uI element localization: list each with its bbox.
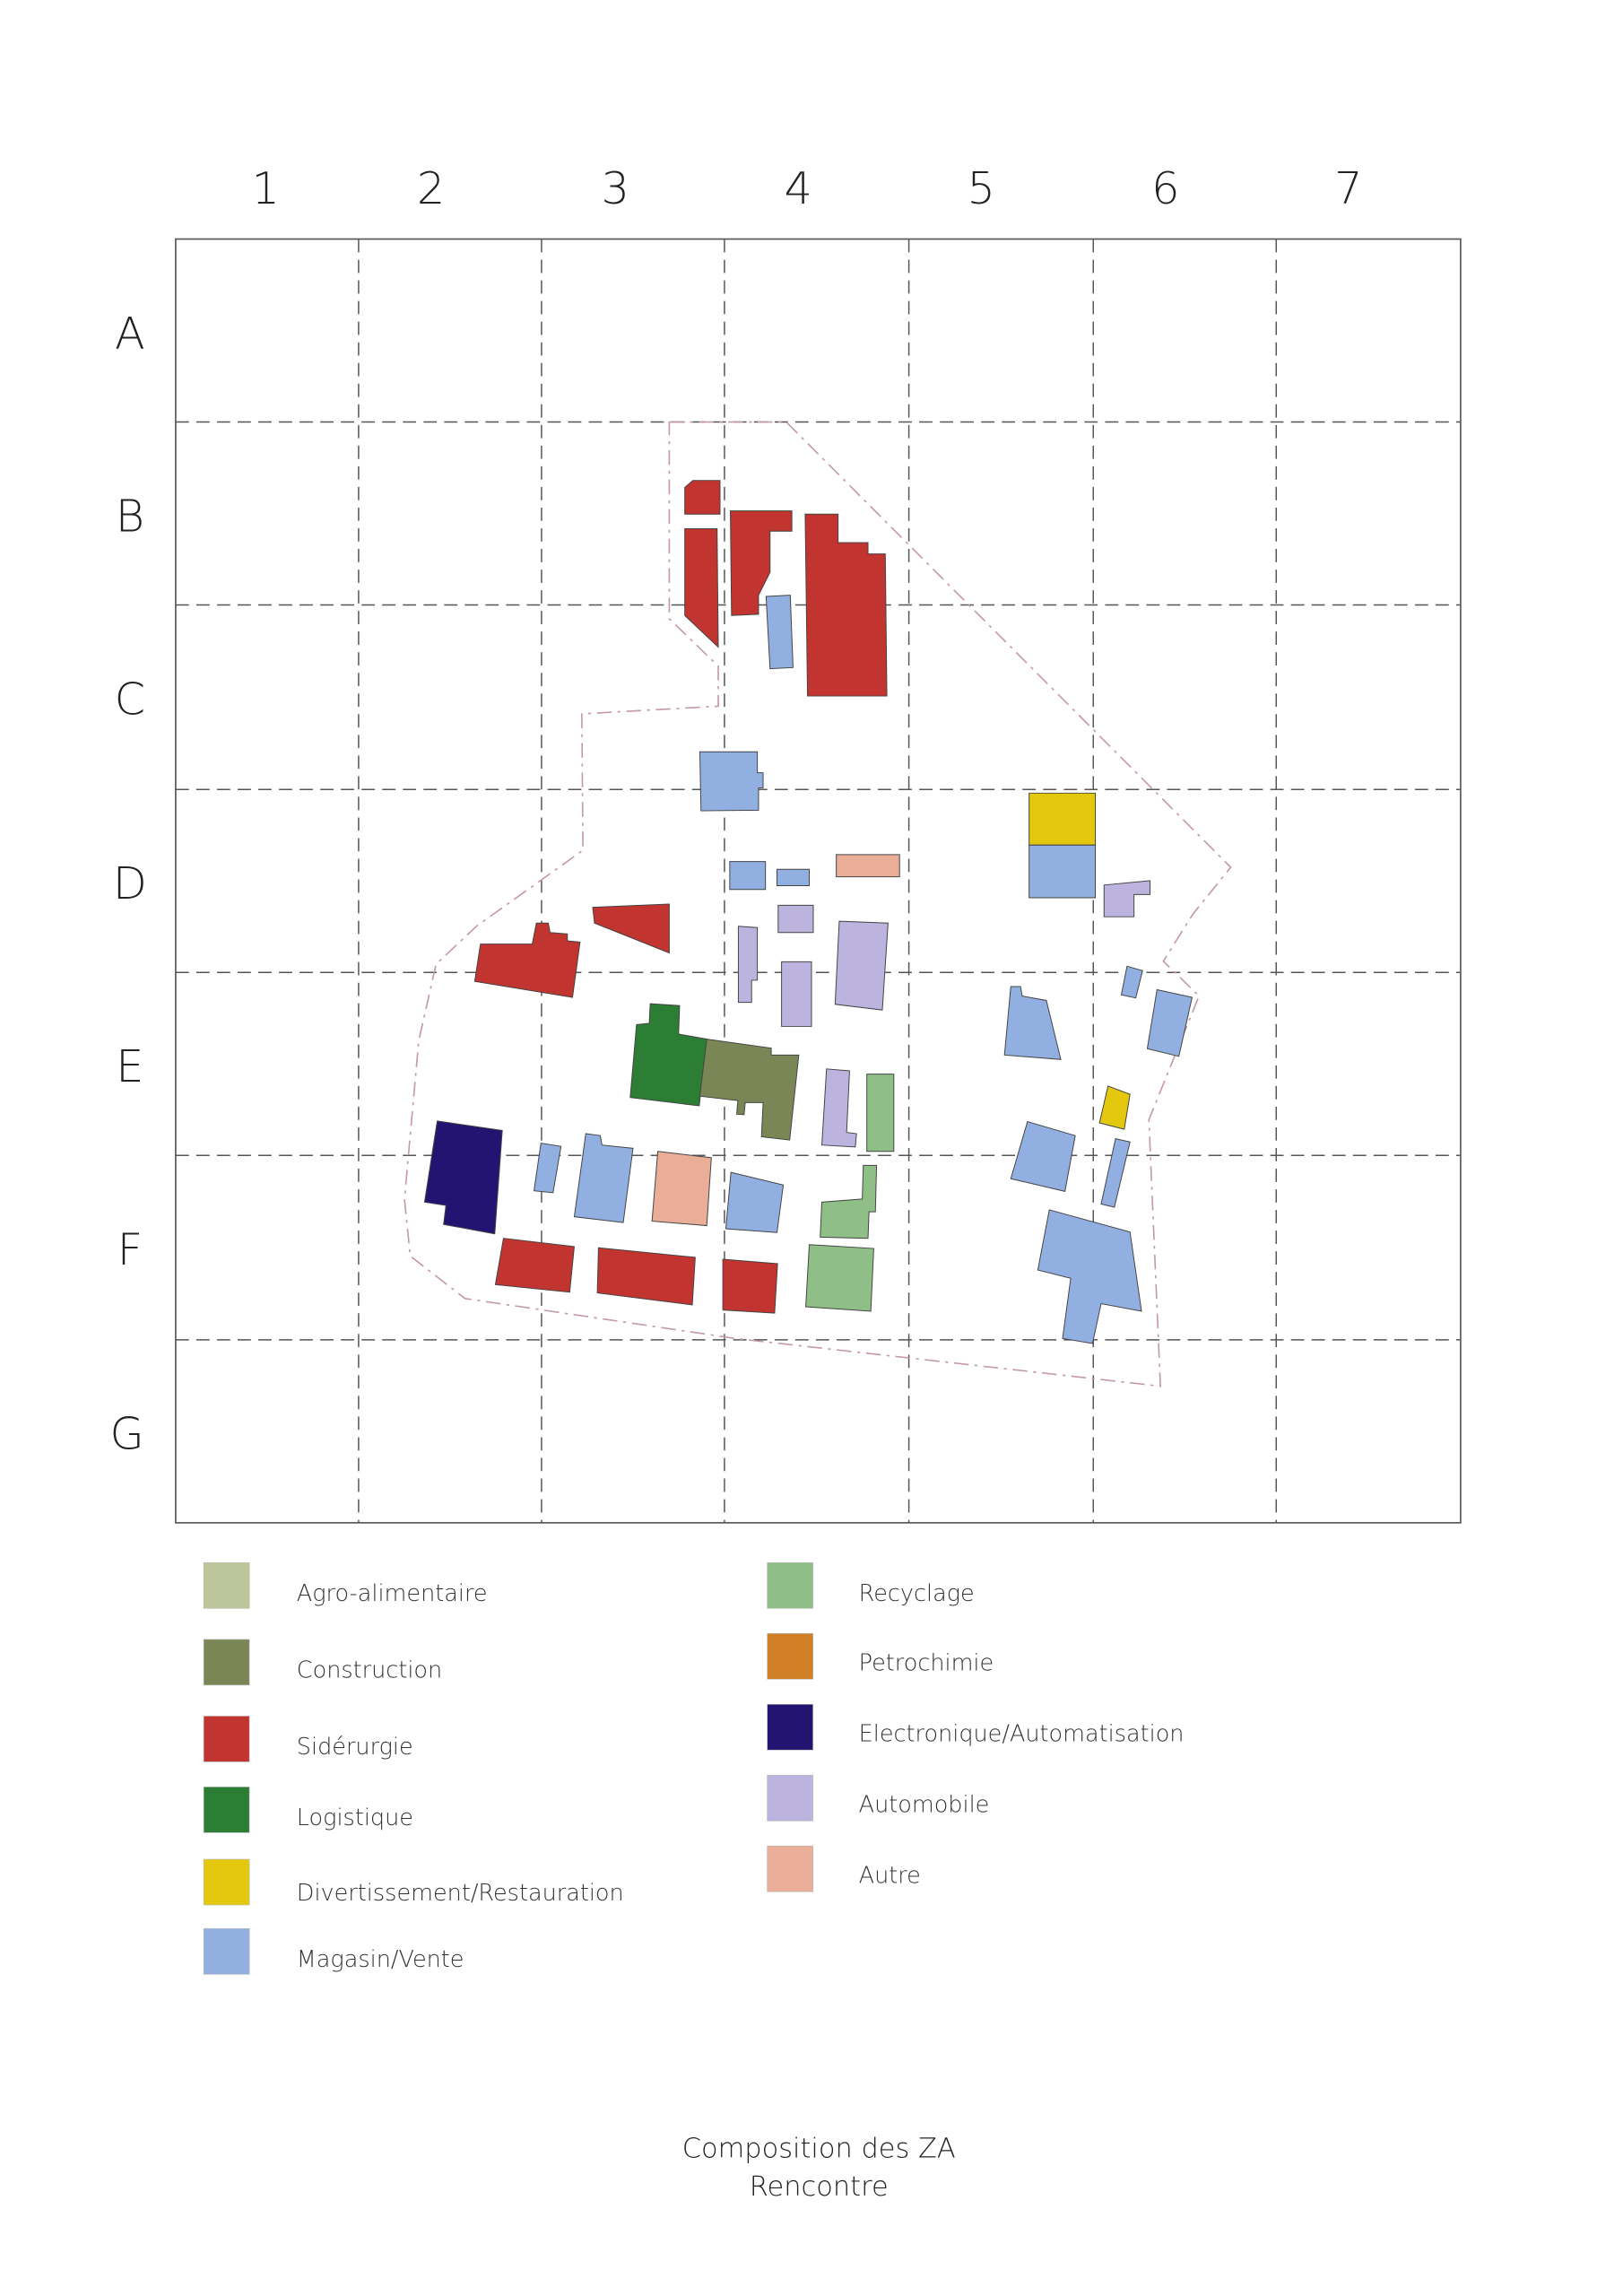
legend-item-siderurgie: Sidérurgie	[203, 1716, 413, 1762]
building-siderurgie	[804, 513, 888, 697]
building-autre	[836, 854, 900, 878]
legend-swatch	[203, 1639, 250, 1686]
column-label: 7	[1334, 162, 1362, 214]
building-automobile	[820, 1068, 857, 1148]
legend-label: Magasin/Vente	[297, 1946, 464, 1973]
legend-swatch	[767, 1561, 813, 1609]
building-magasin	[729, 861, 767, 891]
row-labels: A B C D E F G	[109, 307, 146, 1459]
legend-swatch	[203, 1716, 250, 1762]
row-label: E	[116, 1040, 143, 1092]
row-label: F	[117, 1223, 143, 1275]
row-label: G	[109, 1408, 143, 1460]
column-label: 1	[252, 162, 280, 214]
building-recyclage	[805, 1244, 874, 1312]
row-label: A	[115, 307, 145, 359]
legend-item-magasin: Magasin/Vente	[203, 1928, 464, 1975]
building-automobile	[737, 926, 759, 1004]
building-siderurgie	[473, 922, 581, 998]
building-magasin	[1010, 1120, 1076, 1192]
building-magasin	[699, 751, 764, 812]
building-magasin	[1100, 1138, 1131, 1208]
legend-item-petrochimie: Petrochimie	[767, 1632, 994, 1680]
building-magasin	[573, 1133, 634, 1223]
legend-label: Recyclage	[859, 1580, 975, 1607]
building-autre	[651, 1151, 712, 1227]
legend: Agro-alimentaire Construction Sidérurgie…	[203, 1561, 1185, 1975]
legend-item-autre: Autre	[767, 1845, 921, 1892]
building-siderurgie	[730, 510, 793, 616]
row-label: D	[113, 857, 147, 909]
building-logistique	[629, 1003, 707, 1107]
building-recyclage	[866, 1074, 895, 1152]
legend-swatch	[767, 1845, 813, 1892]
building-magasin	[725, 1171, 785, 1233]
legend-item-logistique: Logistique	[203, 1787, 413, 1833]
building-magasin	[1028, 844, 1097, 899]
building-recyclage	[820, 1164, 878, 1239]
legend-item-divertissement: Divertissement/Restauration	[203, 1858, 624, 1907]
legend-item-automobile: Automobile	[767, 1774, 990, 1822]
building-siderurgie	[684, 480, 721, 515]
building-magasin	[1120, 965, 1143, 999]
legend-label: Petrochimie	[859, 1649, 994, 1676]
building-automobile	[1103, 880, 1151, 918]
legend-label: Agro-alimentaire	[297, 1580, 488, 1607]
map-grid	[175, 238, 1462, 1524]
building-divertissement	[1098, 1085, 1131, 1130]
legend-swatch	[203, 1928, 250, 1975]
building-construction	[699, 1039, 800, 1141]
building-automobile	[781, 961, 812, 1027]
column-label: 3	[601, 162, 629, 214]
legend-label: Construction	[297, 1657, 442, 1684]
legend-item-agro-alimentaire: Agro-alimentaire	[203, 1561, 488, 1609]
legend-label: Logistique	[297, 1805, 413, 1831]
title-line-1: Composition des ZA	[682, 2133, 956, 2164]
building-magasin	[765, 595, 794, 670]
column-label: 5	[967, 162, 994, 214]
building-magasin	[1003, 986, 1062, 1060]
building-magasin	[1037, 1209, 1142, 1344]
building-siderurgie	[684, 527, 719, 648]
row-label: B	[116, 490, 144, 542]
legend-swatch	[767, 1774, 813, 1822]
column-label: 6	[1151, 162, 1179, 214]
building-magasin	[1146, 988, 1193, 1057]
figure-title: Composition des ZA Rencontre	[682, 2133, 956, 2203]
buildings	[423, 480, 1193, 1344]
legend-item-electronique: Electronique/Automatisation	[767, 1703, 1185, 1751]
column-label: 4	[784, 162, 812, 214]
legend-item-recyclage: Recyclage	[767, 1561, 975, 1609]
column-labels: 1 2 3 4 5 6 7	[252, 162, 1363, 214]
building-siderurgie	[596, 1247, 696, 1306]
column-label: 2	[417, 162, 445, 214]
legend-swatch	[767, 1703, 813, 1751]
legend-swatch	[203, 1858, 250, 1906]
legend-label: Automobile	[859, 1791, 990, 1818]
row-label: C	[115, 673, 145, 725]
building-magasin	[533, 1143, 562, 1194]
legend-swatch	[203, 1561, 250, 1609]
legend-label: Autre	[859, 1862, 921, 1889]
building-automobile	[777, 904, 814, 934]
legend-swatch	[203, 1787, 250, 1833]
building-siderurgie	[592, 903, 670, 954]
building-divertissement	[1028, 792, 1097, 846]
legend-label: Divertissement/Restauration	[297, 1880, 624, 1907]
building-siderurgie	[494, 1238, 575, 1293]
building-siderurgie	[722, 1258, 778, 1314]
legend-label: Electronique/Automatisation	[859, 1720, 1185, 1747]
legend-swatch	[767, 1632, 813, 1680]
building-automobile	[834, 920, 889, 1011]
title-line-2: Rencontre	[750, 2171, 889, 2203]
legend-label: Sidérurgie	[297, 1734, 413, 1761]
building-electronique	[423, 1120, 503, 1235]
legend-item-construction: Construction	[203, 1639, 442, 1686]
building-magasin	[777, 868, 811, 886]
